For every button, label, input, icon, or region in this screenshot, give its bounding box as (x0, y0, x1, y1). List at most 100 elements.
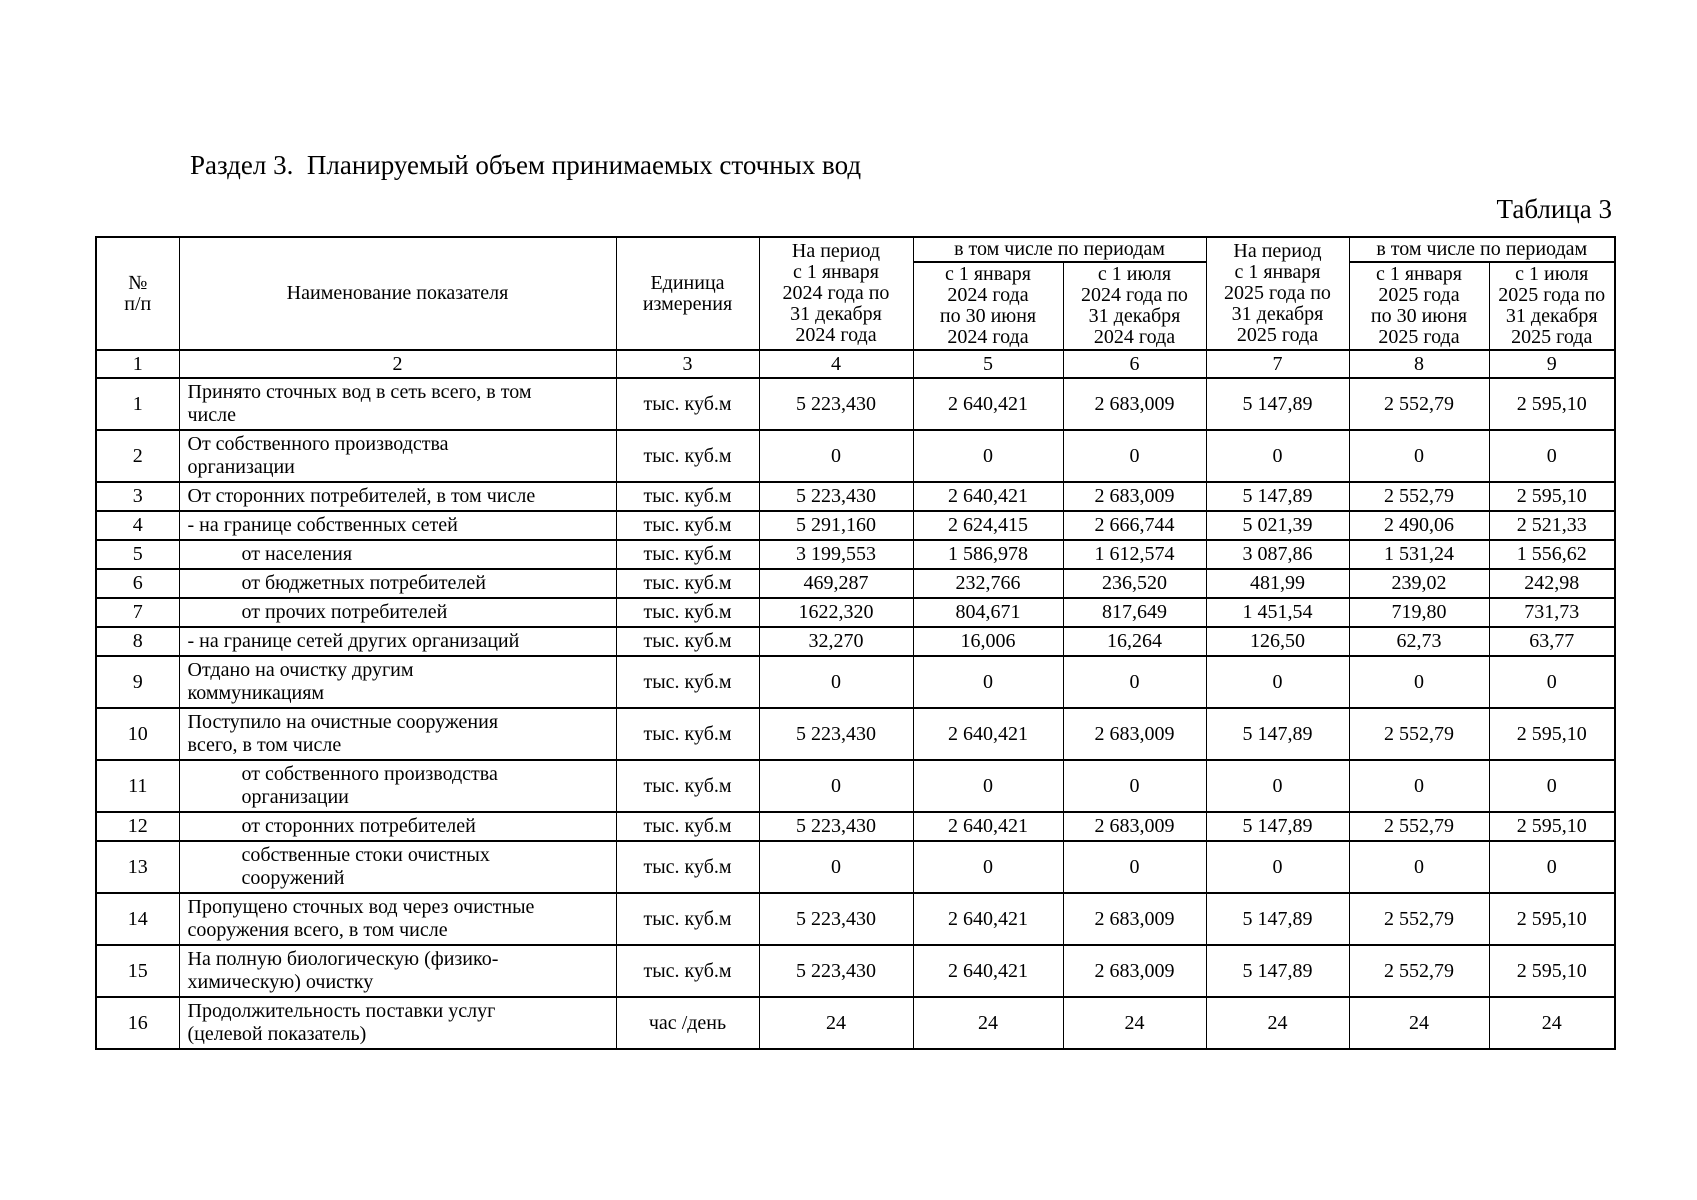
unit-cell: тыс. куб.м (615, 707, 760, 761)
value-cell: 5 147,89 (1205, 944, 1350, 998)
value-cell: 0 (1205, 759, 1350, 813)
table-row: 8 - на границе сетей других организаций … (95, 626, 1616, 657)
value-cell: 469,287 (758, 568, 914, 599)
value-cell: 0 (1205, 655, 1350, 709)
col-header-number: № п/п (95, 236, 180, 351)
indicator-name: Принято сточных вод в сеть всего, в том … (178, 377, 617, 431)
value-cell: 2 552,79 (1348, 892, 1490, 946)
column-index: 7 (1205, 349, 1350, 379)
table-row: 1 Принято сточных вод в сеть всего, в то… (95, 377, 1616, 431)
unit-cell: час /день (615, 996, 760, 1050)
col-header-including-2024: в том числе по периодам (912, 236, 1207, 263)
indicator-name: На полную биологическую (физико- химичес… (178, 944, 617, 998)
col-header-2024-h2: с 1 июля 2024 года по 31 декабря 2024 го… (1062, 261, 1207, 351)
value-cell: 1 556,62 (1488, 539, 1616, 570)
value-cell: 0 (758, 840, 914, 894)
value-cell: 62,73 (1348, 626, 1490, 657)
unit-cell: тыс. куб.м (615, 840, 760, 894)
planned-wastewater-table: № п/п Наименование показателя Единица из… (95, 236, 1616, 1050)
column-index: 8 (1348, 349, 1490, 379)
value-cell: 2 624,415 (912, 510, 1064, 541)
value-cell: 5 223,430 (758, 481, 914, 512)
unit-cell: тыс. куб.м (615, 539, 760, 570)
indicator-name: Отдано на очистку другим коммуникациям (178, 655, 617, 709)
table-row: 6 от бюджетных потребителей тыс. куб.м 4… (95, 568, 1616, 599)
indicator-name: от прочих потребителей (178, 597, 617, 628)
value-cell: 1 612,574 (1062, 539, 1207, 570)
value-cell: 2 640,421 (912, 481, 1064, 512)
table-row: 5 от населения тыс. куб.м 3 199,553 1 58… (95, 539, 1616, 570)
row-number-cell: 9 (95, 655, 180, 709)
value-cell: 63,77 (1488, 626, 1616, 657)
value-cell: 239,02 (1348, 568, 1490, 599)
value-cell: 1 586,978 (912, 539, 1064, 570)
col-header-period-2025: На период с 1 января 2025 года по 31 дек… (1205, 236, 1350, 351)
table-row: 4 - на границе собственных сетей тыс. ку… (95, 510, 1616, 541)
value-cell: 5 223,430 (758, 944, 914, 998)
row-number-cell: 4 (95, 510, 180, 541)
value-cell: 232,766 (912, 568, 1064, 599)
value-cell: 2 595,10 (1488, 811, 1616, 842)
page-title: Раздел 3. Планируемый объем принимаемых … (190, 150, 862, 180)
value-cell: 2 595,10 (1488, 377, 1616, 431)
value-cell: 2 683,009 (1062, 481, 1207, 512)
table-row: 3 От сторонних потребителей, в том числе… (95, 481, 1616, 512)
indicator-name: От собственного производства организации (178, 429, 617, 483)
row-number-cell: 13 (95, 840, 180, 894)
col-header-period-2024: На период с 1 января 2024 года по 31 дек… (758, 236, 914, 351)
unit-cell: тыс. куб.м (615, 377, 760, 431)
value-cell: 1 451,54 (1205, 597, 1350, 628)
table-row: 9 Отдано на очистку другим коммуникациям… (95, 655, 1616, 709)
column-index: 6 (1062, 349, 1207, 379)
indicator-name: Поступило на очистные сооружения всего, … (178, 707, 617, 761)
indicator-name: от сторонних потребителей (178, 811, 617, 842)
row-number-cell: 14 (95, 892, 180, 946)
value-cell: 0 (1488, 655, 1616, 709)
unit-cell: тыс. куб.м (615, 510, 760, 541)
value-cell: 24 (758, 996, 914, 1050)
unit-cell: тыс. куб.м (615, 655, 760, 709)
value-cell: 24 (1205, 996, 1350, 1050)
row-number-cell: 1 (95, 377, 180, 431)
value-cell: 5 147,89 (1205, 707, 1350, 761)
value-cell: 2 490,06 (1348, 510, 1490, 541)
value-cell: 2 683,009 (1062, 707, 1207, 761)
row-number-cell: 10 (95, 707, 180, 761)
value-cell: 24 (1488, 996, 1616, 1050)
value-cell: 5 147,89 (1205, 481, 1350, 512)
value-cell: 5 223,430 (758, 892, 914, 946)
column-index: 9 (1488, 349, 1616, 379)
unit-cell: тыс. куб.м (615, 811, 760, 842)
value-cell: 2 640,421 (912, 944, 1064, 998)
column-index-row: 1 2 3 4 5 6 7 8 9 (95, 349, 1616, 379)
value-cell: 0 (1348, 759, 1490, 813)
value-cell: 2 595,10 (1488, 892, 1616, 946)
indicator-name: от населения (178, 539, 617, 570)
value-cell: 24 (912, 996, 1064, 1050)
table-row: 10 Поступило на очистные сооружения всег… (95, 707, 1616, 761)
row-number-cell: 16 (95, 996, 180, 1050)
value-cell: 0 (1062, 759, 1207, 813)
indicator-name: От сторонних потребителей, в том числе (178, 481, 617, 512)
value-cell: 5 291,160 (758, 510, 914, 541)
table-row: 14 Пропущено сточных вод через очистные … (95, 892, 1616, 946)
value-cell: 2 552,79 (1348, 707, 1490, 761)
column-index: 4 (758, 349, 914, 379)
value-cell: 1 531,24 (1348, 539, 1490, 570)
value-cell: 5 147,89 (1205, 377, 1350, 431)
value-cell: 3 199,553 (758, 539, 914, 570)
table-row: 7 от прочих потребителей тыс. куб.м 1622… (95, 597, 1616, 628)
value-cell: 2 552,79 (1348, 811, 1490, 842)
value-cell: 24 (1062, 996, 1207, 1050)
value-cell: 0 (912, 655, 1064, 709)
value-cell: 0 (912, 759, 1064, 813)
value-cell: 2 552,79 (1348, 377, 1490, 431)
value-cell: 5 223,430 (758, 377, 914, 431)
value-cell: 0 (1348, 655, 1490, 709)
unit-cell: тыс. куб.м (615, 626, 760, 657)
row-number-cell: 12 (95, 811, 180, 842)
value-cell: 16,264 (1062, 626, 1207, 657)
value-cell: 0 (1062, 655, 1207, 709)
value-cell: 0 (758, 759, 914, 813)
